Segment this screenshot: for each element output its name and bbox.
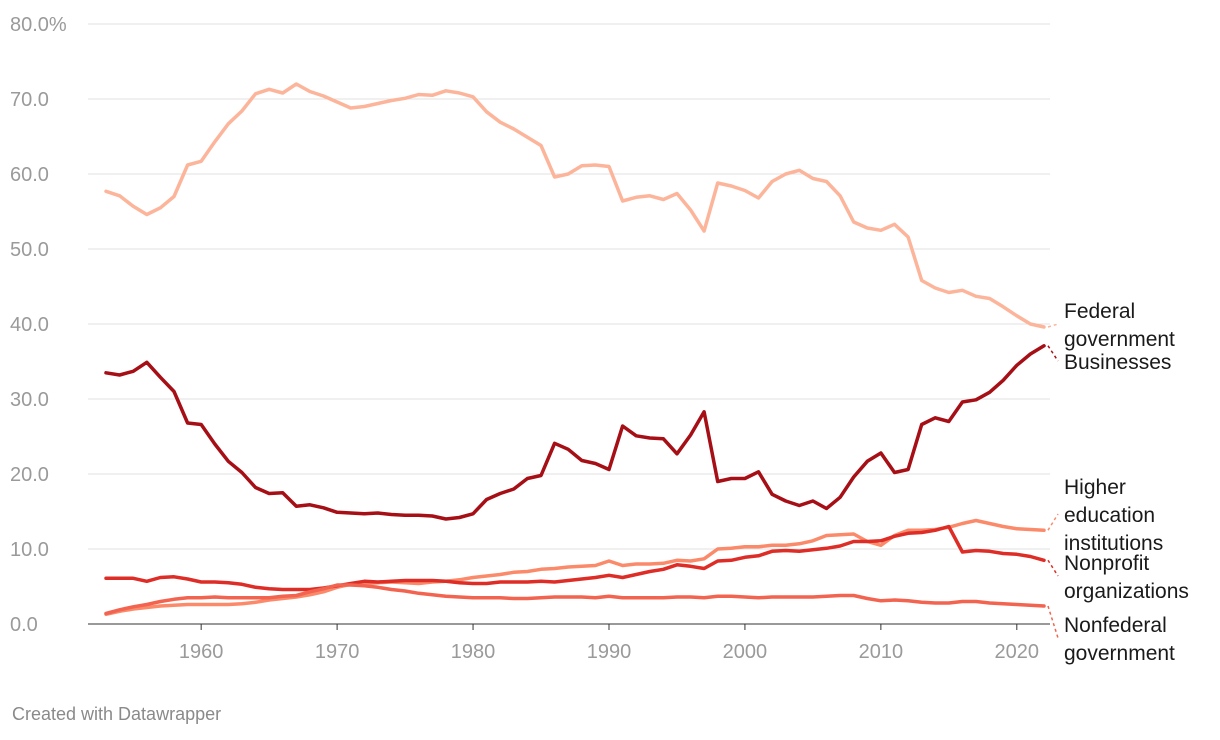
x-tick-label: 1980 bbox=[451, 641, 496, 663]
y-axis: 0.0 10.0 20.0 30.0 40.0 50.0 60.0 70.0 80.0% bbox=[10, 14, 67, 636]
series-line bbox=[104, 524, 1046, 592]
label-connector bbox=[1047, 559, 1059, 577]
y-tick-label: 10.0 bbox=[10, 539, 49, 561]
series-label-line: Federal bbox=[1064, 300, 1135, 323]
x-tick-label: 2020 bbox=[995, 641, 1040, 663]
x-tick-label: 1960 bbox=[179, 641, 224, 663]
y-tick-label: 50.0 bbox=[10, 239, 49, 261]
label-connector bbox=[1047, 345, 1059, 362]
y-tick-label: 20.0 bbox=[10, 464, 49, 486]
series-label: Nonprofit organizations bbox=[1064, 552, 1189, 603]
series-label: Federal government bbox=[1064, 300, 1175, 351]
credit-footer: Created with Datawrapper bbox=[12, 704, 222, 724]
series-line bbox=[104, 518, 1046, 617]
y-tick-label: 40.0 bbox=[10, 314, 49, 336]
x-tick-label: 2000 bbox=[723, 641, 768, 663]
x-axis: 1960 1970 1980 1990 2000 2010 2020 bbox=[179, 624, 1039, 663]
label-connector bbox=[1047, 513, 1059, 531]
series-label-line: organizations bbox=[1064, 580, 1189, 603]
y-tick-label: 60.0 bbox=[10, 164, 49, 186]
label-connector bbox=[1047, 323, 1059, 328]
series-line bbox=[104, 344, 1046, 521]
series-label-line: government bbox=[1064, 328, 1175, 351]
series-label-line: institutions bbox=[1064, 532, 1163, 555]
series-label: Higher education institutions bbox=[1064, 476, 1163, 555]
y-tick-label: 30.0 bbox=[10, 389, 49, 411]
gridlines bbox=[88, 23, 1050, 625]
series-line bbox=[104, 583, 1046, 616]
series-label-line: Nonfederal bbox=[1064, 614, 1167, 637]
series-line bbox=[104, 82, 1046, 329]
x-tick-label: 2010 bbox=[859, 641, 904, 663]
y-tick-label: 70.0 bbox=[10, 89, 49, 111]
series-lines bbox=[104, 82, 1046, 617]
x-tick-label: 1990 bbox=[587, 641, 632, 663]
series-label-line: Higher bbox=[1064, 476, 1126, 499]
series-label-line: government bbox=[1064, 642, 1175, 665]
series-label-line: Businesses bbox=[1064, 351, 1171, 374]
label-connector bbox=[1047, 605, 1059, 639]
series-label-line: education bbox=[1064, 504, 1155, 527]
x-tick-label: 1970 bbox=[315, 641, 360, 663]
series-label-line: Nonprofit bbox=[1064, 552, 1149, 575]
y-tick-label: 80.0% bbox=[10, 14, 67, 36]
y-tick-label: 0.0 bbox=[10, 614, 38, 636]
series-label: Businesses bbox=[1064, 351, 1171, 374]
series-label: Nonfederal government bbox=[1064, 614, 1175, 665]
